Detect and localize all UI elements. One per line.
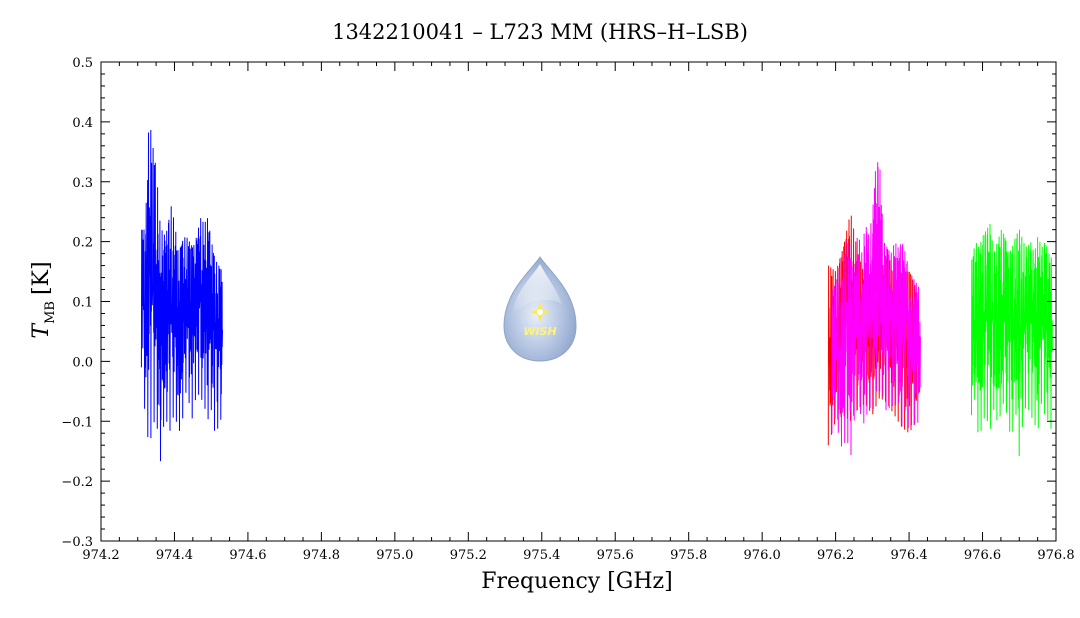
x-tick-label: 975.8 (670, 548, 707, 563)
x-tick-label: 975.0 (376, 548, 413, 563)
x-tick-label: 976.6 (964, 548, 1001, 563)
x-axis-label: Frequency [GHz] (481, 569, 673, 594)
y-tick-label: −0.2 (61, 475, 93, 490)
chart-title: 1342210041 – L723 MM (HRS–H–LSB) (332, 20, 748, 44)
x-tick-label: 975.4 (523, 548, 560, 563)
y-tick-label: 0.5 (72, 56, 93, 71)
x-tick-label: 976.8 (1037, 548, 1074, 563)
series-3 (971, 223, 1054, 457)
x-tick-label: 976.0 (744, 548, 781, 563)
x-tick-label: 975.6 (597, 548, 634, 563)
series-layer (140, 129, 1054, 462)
x-tick-label: 974.2 (82, 548, 119, 563)
x-tick-label: 974.4 (156, 548, 193, 563)
y-tick-label: 0.0 (72, 355, 93, 370)
y-tick-label: 0.4 (72, 116, 93, 131)
series-line (140, 129, 223, 462)
x-axis: 974.2 974.4 974.6 974.8 975.0 975.2 975.4 975.6… (82, 62, 1075, 563)
series-2 (831, 162, 921, 456)
y-axis-label-main: T (29, 322, 54, 339)
y-axis-label-unit: [K] (29, 261, 54, 295)
x-tick-label: 976.2 (817, 548, 854, 563)
y-axis-label: TMB [K] (29, 261, 58, 338)
series-line (831, 162, 921, 456)
wish-logo: WISH (503, 256, 577, 362)
series-line (971, 223, 1054, 457)
y-axis: −0.3 −0.2 −0.1 0.0 0.1 0.2 0.3 0.4 0.5 (61, 56, 1056, 550)
x-tick-label: 974.6 (229, 548, 266, 563)
x-tick-label: 975.2 (450, 548, 487, 563)
star-icon (530, 302, 550, 322)
x-tick-label: 976.4 (890, 548, 927, 563)
y-tick-label: 0.3 (72, 176, 93, 191)
y-tick-label: −0.3 (61, 535, 93, 550)
series-0 (140, 129, 223, 462)
logo-text: WISH (523, 325, 556, 338)
svg-text:TMB[K]: TMB [K] (29, 261, 58, 338)
y-tick-label: 0.2 (72, 236, 93, 251)
y-tick-label: −0.1 (61, 415, 93, 430)
x-tick-label: 974.8 (303, 548, 340, 563)
y-axis-label-sub: MB (43, 301, 58, 324)
y-tick-label: 0.1 (72, 296, 93, 311)
